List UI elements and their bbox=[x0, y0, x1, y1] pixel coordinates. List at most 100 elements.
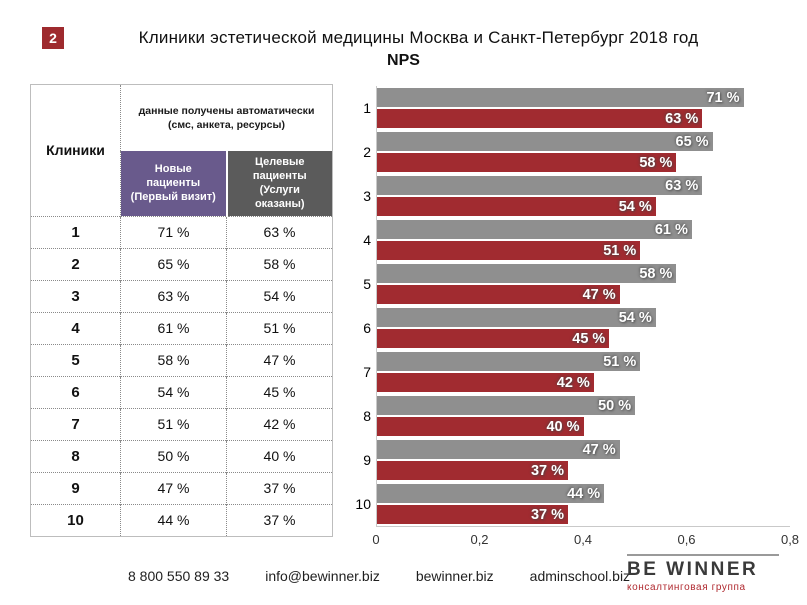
bar-value-label: 51 % bbox=[603, 353, 637, 370]
table-row: 2 65 % 58 % bbox=[30, 247, 333, 281]
footer-contacts: 8 800 550 89 33 info@bewinner.biz bewinn… bbox=[128, 568, 630, 584]
bar-value-label: 54 % bbox=[618, 309, 652, 326]
clinic-number-cell: 1 bbox=[30, 215, 121, 249]
bar-target-patients: 51 % bbox=[377, 241, 641, 260]
new-patients-value-cell: 63 % bbox=[120, 279, 227, 313]
bar-value-label: 54 % bbox=[618, 198, 652, 215]
table-header-note: данные получены автоматически (смс, анке… bbox=[119, 84, 333, 151]
target-patients-value-cell: 58 % bbox=[225, 247, 333, 281]
chart-bar-pair: 63 % 54 % bbox=[376, 174, 790, 218]
target-patients-value-cell: 47 % bbox=[225, 343, 333, 377]
new-patients-value-cell: 50 % bbox=[120, 439, 227, 473]
new-patients-value-cell: 61 % bbox=[120, 311, 227, 345]
bar-new-patients: 65 % bbox=[377, 132, 713, 151]
new-patients-value-cell: 54 % bbox=[120, 375, 227, 409]
target-patients-value-cell: 40 % bbox=[225, 439, 333, 473]
table-row: 1 71 % 63 % bbox=[30, 215, 333, 249]
chart-category-label: 3 bbox=[363, 188, 371, 204]
target-patients-value-cell: 42 % bbox=[225, 407, 333, 441]
bar-value-label: 61 % bbox=[654, 221, 688, 238]
bar-new-patients: 44 % bbox=[377, 484, 605, 503]
table-row: 9 47 % 37 % bbox=[30, 471, 333, 505]
footer-phone: 8 800 550 89 33 bbox=[128, 568, 230, 584]
company-logo: BE WINNER консалтинговая группа bbox=[627, 554, 779, 593]
chart-bar-pair: 54 % 45 % bbox=[376, 306, 790, 350]
bar-new-patients: 54 % bbox=[377, 308, 656, 327]
new-patients-value-cell: 47 % bbox=[120, 471, 227, 505]
bar-value-label: 37 % bbox=[530, 506, 564, 523]
target-patients-value-cell: 63 % bbox=[225, 215, 333, 249]
clinic-number-cell: 2 bbox=[30, 247, 121, 281]
table-body: 1 71 % 63 % 2 65 % 58 % 3 63 % 54 % 4 61 % 51 % 5 58 … bbox=[30, 215, 333, 537]
bar-target-patients: 40 % bbox=[377, 417, 584, 436]
chart-category-row: 10 44 % 37 % bbox=[352, 482, 790, 526]
chart-category-row: 4 61 % 51 % bbox=[352, 218, 790, 262]
bar-value-label: 45 % bbox=[572, 330, 606, 347]
table-row: 8 50 % 40 % bbox=[30, 439, 333, 473]
x-axis-tick-label: 0,8 bbox=[780, 532, 800, 547]
chart-category-label: 4 bbox=[363, 232, 371, 248]
target-patients-value-cell: 45 % bbox=[225, 375, 333, 409]
bar-target-patients: 42 % bbox=[377, 373, 594, 392]
bar-new-patients: 71 % bbox=[377, 88, 744, 107]
table-row: 3 63 % 54 % bbox=[30, 279, 333, 313]
clinic-number-cell: 5 bbox=[30, 343, 121, 377]
footer-adminschool: adminschool.biz bbox=[529, 568, 631, 584]
chart-category-label: 2 bbox=[363, 144, 371, 160]
chart-bar-pair: 65 % 58 % bbox=[376, 130, 790, 174]
chart-category-row: 3 63 % 54 % bbox=[352, 174, 790, 218]
chart-bar-pair: 51 % 42 % bbox=[376, 350, 790, 394]
target-patients-value-cell: 37 % bbox=[225, 503, 333, 537]
chart-category-row: 5 58 % 47 % bbox=[352, 262, 790, 306]
bar-target-patients: 47 % bbox=[377, 285, 620, 304]
bar-new-patients: 50 % bbox=[377, 396, 636, 415]
table-row: 7 51 % 42 % bbox=[30, 407, 333, 441]
slide-subtitle: NPS bbox=[387, 52, 420, 69]
x-axis-tick-label: 0,6 bbox=[677, 532, 696, 547]
x-axis-tick-label: 0 bbox=[372, 532, 380, 547]
new-patients-value-cell: 58 % bbox=[120, 343, 227, 377]
chart-category-label: 8 bbox=[363, 408, 371, 424]
chart-category-label: 6 bbox=[363, 320, 371, 336]
bar-value-label: 71 % bbox=[706, 89, 740, 106]
target-patients-value-cell: 51 % bbox=[225, 311, 333, 345]
bar-target-patients: 54 % bbox=[377, 197, 656, 216]
bar-target-patients: 37 % bbox=[377, 461, 568, 480]
bar-value-label: 44 % bbox=[567, 485, 601, 502]
footer-email: info@bewinner.biz bbox=[265, 568, 380, 584]
bar-new-patients: 47 % bbox=[377, 440, 620, 459]
logo-subtitle: консалтинговая группа bbox=[627, 582, 746, 593]
chart-bar-pair: 47 % 37 % bbox=[376, 438, 790, 482]
chart-x-axis: 0 0,2 0,4 0,6 0,8 bbox=[372, 526, 799, 548]
chart-bar-pair: 50 % 40 % bbox=[376, 394, 790, 438]
bar-value-label: 47 % bbox=[582, 441, 616, 458]
bar-value-label: 42 % bbox=[556, 374, 590, 391]
target-patients-value-cell: 37 % bbox=[225, 471, 333, 505]
clinic-number-cell: 6 bbox=[30, 375, 121, 409]
target-patients-value-cell: 54 % bbox=[225, 279, 333, 313]
clinic-number-cell: 3 bbox=[30, 279, 121, 313]
chart-category-row: 9 47 % 37 % bbox=[352, 438, 790, 482]
chart-category-row: 1 71 % 63 % bbox=[352, 86, 790, 130]
chart-bar-pair: 44 % 37 % bbox=[376, 482, 790, 526]
table-row: 6 54 % 45 % bbox=[30, 375, 333, 409]
bar-value-label: 50 % bbox=[598, 397, 632, 414]
bar-value-label: 58 % bbox=[639, 154, 673, 171]
new-patients-value-cell: 71 % bbox=[120, 215, 227, 249]
chart-category-label: 9 bbox=[363, 452, 371, 468]
table-header-clinics: Клиники bbox=[30, 84, 121, 217]
logo-text: BE WINNER bbox=[627, 559, 759, 580]
bar-target-patients: 37 % bbox=[377, 505, 568, 524]
chart-category-label: 7 bbox=[363, 364, 371, 380]
clinic-number-cell: 8 bbox=[30, 439, 121, 473]
chart-rows: 1 71 % 63 % 2 65 % 58 % 3 63 % 54 % 4 61 % 51 % 5 58 … bbox=[352, 86, 790, 526]
new-patients-value-cell: 65 % bbox=[120, 247, 227, 281]
slide-title: Клиники эстетической медицины Москва и С… bbox=[138, 28, 699, 47]
nps-table: Клиники данные получены автоматически (с… bbox=[30, 84, 334, 537]
table-header-new-patients: Новые пациенты (Первый визит) bbox=[120, 150, 227, 217]
table-row: 4 61 % 51 % bbox=[30, 311, 333, 345]
bar-new-patients: 61 % bbox=[377, 220, 692, 239]
chart-bar-pair: 58 % 47 % bbox=[376, 262, 790, 306]
chart-category-label: 10 bbox=[355, 496, 371, 512]
